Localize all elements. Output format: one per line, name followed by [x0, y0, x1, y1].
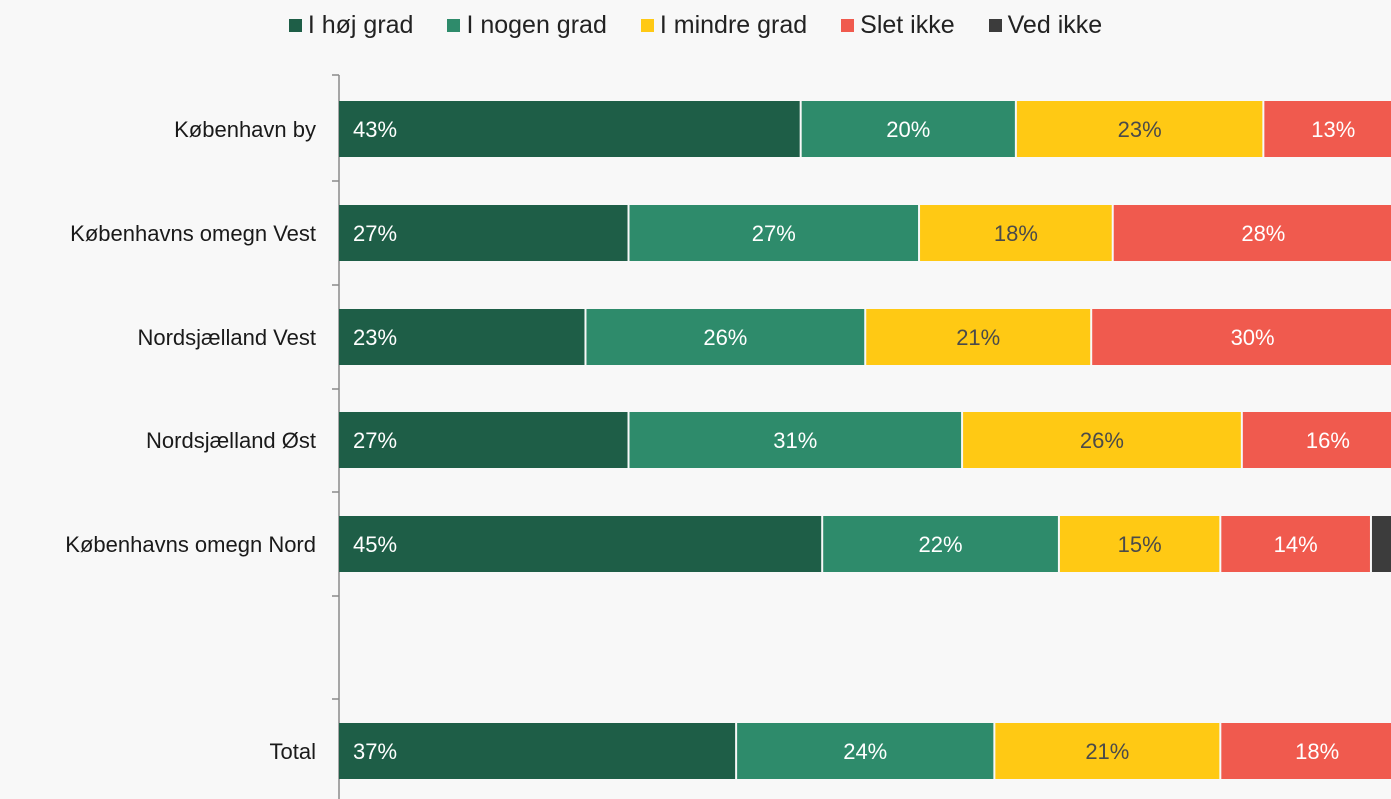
data-label: 21%	[956, 325, 1000, 350]
data-label: 27%	[752, 221, 796, 246]
legend-swatch	[288, 18, 302, 32]
legend-item-i-h-j-grad: I høj grad	[288, 10, 414, 40]
data-label: 22%	[919, 532, 963, 557]
data-label: 45%	[353, 532, 397, 557]
legend-item-i-mindre-grad: I mindre grad	[640, 10, 808, 40]
bar-i-nogen-grad	[629, 412, 962, 468]
data-label: 23%	[1118, 117, 1162, 142]
bar-i-h-j-grad	[339, 723, 736, 779]
category-label: Total	[270, 739, 316, 764]
category-label: Nordsjælland Vest	[137, 325, 316, 350]
bar-i-h-j-grad	[339, 309, 585, 365]
bar-i-nogen-grad	[823, 516, 1058, 572]
legend-label: Ved ikke	[1007, 10, 1103, 39]
data-label: 27%	[353, 221, 397, 246]
bar-i-h-j-grad	[339, 412, 628, 468]
bar-slet-ikke	[1242, 412, 1391, 468]
legend-label: I nogen grad	[466, 10, 607, 39]
legend-label: Slet ikke	[860, 10, 955, 39]
data-label: 21%	[1085, 739, 1129, 764]
category-label: Københavns omegn Nord	[65, 532, 316, 557]
bar-i-mindre-grad	[920, 205, 1112, 261]
bar-slet-ikke	[1113, 205, 1391, 261]
bar-slet-ikke	[1221, 723, 1391, 779]
category-label: Nordsjælland Øst	[146, 428, 316, 453]
data-label: 30%	[1231, 325, 1275, 350]
legend-swatch	[988, 18, 1002, 32]
data-label: 43%	[353, 117, 397, 142]
data-label: 26%	[1080, 428, 1124, 453]
bar-ved-ikke	[1371, 516, 1391, 572]
legend-swatch	[447, 18, 461, 32]
legend-item-ved-ikke: Ved ikke	[988, 10, 1103, 40]
data-label: 23%	[353, 325, 397, 350]
data-label: 28%	[1241, 221, 1285, 246]
bar-i-mindre-grad	[963, 412, 1241, 468]
bar-i-mindre-grad	[1016, 101, 1263, 157]
bar-i-nogen-grad	[737, 723, 994, 779]
data-label: 26%	[703, 325, 747, 350]
data-label: 31%	[773, 428, 817, 453]
legend-label: I mindre grad	[659, 10, 808, 39]
data-label: 18%	[1295, 739, 1339, 764]
bar-i-nogen-grad	[586, 309, 865, 365]
data-label: 27%	[353, 428, 397, 453]
bar-i-h-j-grad	[339, 516, 822, 572]
legend-item-i-nogen-grad: I nogen grad	[447, 10, 607, 40]
bar-i-nogen-grad	[629, 205, 919, 261]
data-label: 16%	[1306, 428, 1350, 453]
data-label: 37%	[353, 739, 397, 764]
bar-slet-ikke	[1264, 101, 1391, 157]
data-label: 13%	[1311, 117, 1355, 142]
legend: I høj grad I nogen grad I mindre grad Slet …	[0, 8, 1391, 42]
legend-swatch	[640, 18, 654, 32]
data-label: 20%	[886, 117, 930, 142]
bar-i-h-j-grad	[339, 205, 628, 261]
data-label: 15%	[1118, 532, 1162, 557]
legend-item-slet-ikke: Slet ikke	[841, 10, 955, 40]
bar-i-mindre-grad	[866, 309, 1091, 365]
bar-i-h-j-grad	[339, 101, 800, 157]
data-label: 14%	[1274, 532, 1318, 557]
legend-label: I høj grad	[307, 10, 414, 39]
bar-i-nogen-grad	[801, 101, 1015, 157]
legend-swatch	[841, 18, 855, 32]
data-label: 18%	[994, 221, 1038, 246]
bar-slet-ikke	[1221, 516, 1370, 572]
bar-i-mindre-grad	[1059, 516, 1220, 572]
bar-slet-ikke	[1092, 309, 1391, 365]
category-label: København by	[174, 117, 316, 142]
bar-i-mindre-grad	[995, 723, 1220, 779]
data-label: 24%	[843, 739, 887, 764]
category-label: Københavns omegn Vest	[70, 221, 316, 246]
